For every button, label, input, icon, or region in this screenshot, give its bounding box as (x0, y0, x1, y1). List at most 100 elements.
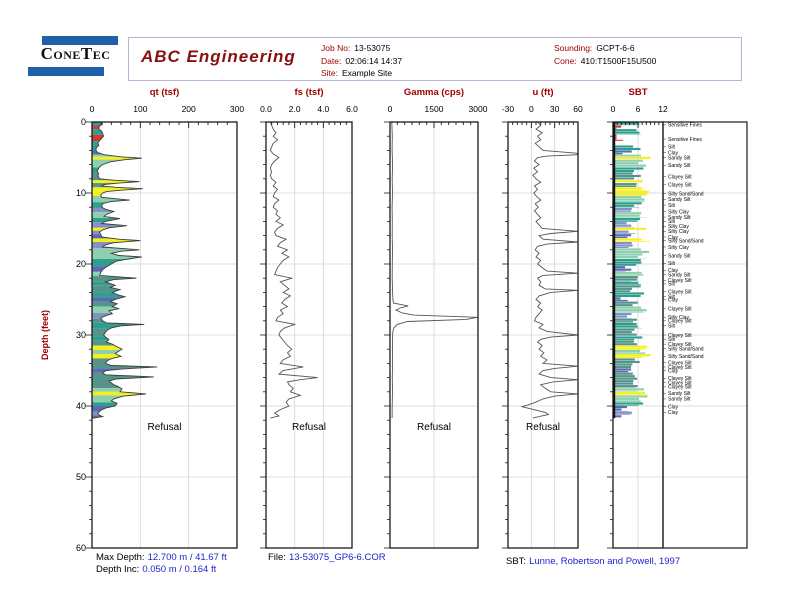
u-tick-label: -30 (502, 104, 515, 114)
sbt-bar (614, 190, 649, 193)
sbt-bar (614, 240, 650, 242)
sbt-class-label: Clay (668, 150, 679, 156)
fs-refusal-label: Refusal (292, 422, 326, 433)
sbt-bar (614, 391, 645, 394)
sbt-bar (614, 137, 617, 140)
depth-tick-label: 60 (76, 543, 86, 553)
sbt-class-label: Sandy Silt (668, 215, 691, 221)
sbt-bar (614, 164, 646, 167)
sbt-class-label: Clayey Silt (668, 307, 692, 313)
qt-fill-zone (92, 159, 158, 168)
sbt-bar (614, 372, 633, 375)
gamma-title: Gamma (cps) (404, 87, 464, 98)
panel-gamma: Gamma (cps) 0 1500 3000 Refusal (384, 87, 488, 549)
qt-fill-zone (92, 271, 158, 277)
footer-depth-block: Max Depth: 12.700 m / 41.67 ft Depth Inc:… (96, 552, 227, 576)
sbt-bar (614, 227, 647, 230)
sbt-bar (614, 198, 645, 201)
sbt-bar (614, 122, 639, 125)
sbt-bar (614, 185, 637, 187)
sbt-class-label: Clayey Silt (668, 376, 692, 382)
sbt-bar (614, 274, 644, 276)
sbt-class-label: Clayey Silt (668, 385, 692, 391)
sbt-bar (614, 125, 622, 128)
sbt-class-label: Silty Clay (668, 315, 689, 321)
sbt-bar (614, 281, 639, 284)
qt-fill-zone (92, 167, 158, 173)
sbt-bar (614, 414, 631, 415)
sbt-bar (614, 402, 644, 405)
sbt-bar (614, 233, 635, 234)
sbt-class-label: Silty Sand/Sand (668, 346, 704, 352)
fs-tick-label: 4.0 (317, 104, 329, 114)
sbt-bar (614, 236, 628, 239)
sbt-bar (614, 214, 640, 217)
file-row: File: 13-53075_GP6-6.COR (268, 552, 386, 563)
sbt-class-label: Silt (668, 261, 676, 267)
sbt-class-label: Silt (668, 337, 676, 343)
qt-fill-zone (92, 150, 158, 155)
sbt-bar (614, 202, 642, 205)
fs-tick-label: 2.0 (289, 104, 301, 114)
max-depth-row: Max Depth: 12.700 m / 41.67 ft (96, 552, 227, 563)
sbt-class-label: Sensitive Fines (668, 137, 702, 143)
qt-fill-zone (92, 388, 158, 392)
sbt-bar (614, 304, 633, 307)
footer-sbt-block: SBT: Lunne, Robertson and Powell, 1997 (506, 556, 680, 568)
sbt-class-label: Clayey Silt (668, 360, 692, 366)
u-tick-label: 30 (550, 104, 560, 114)
qt-fill-zone (92, 336, 158, 341)
gamma-tick-label: 3000 (469, 104, 488, 114)
sbt-class-label: Silt (668, 324, 676, 330)
sbt-bar (614, 264, 637, 266)
sbt-bar (614, 363, 633, 366)
qt-fill-zone (92, 187, 158, 191)
gamma-trace (391, 121, 478, 419)
qt-fill-zone (92, 349, 158, 355)
sbt-bar (614, 131, 640, 134)
sbt-bar (614, 312, 632, 316)
sbt-class-label: Silty Sand/Sand (668, 192, 704, 198)
sbt-bar (614, 172, 633, 175)
header-fields-left: Job No: 13-53075 Date: 02:06:14 14:37 Site… (321, 42, 402, 80)
sbt-class-label: Clayey Silt (668, 319, 692, 325)
header-fields-right: Sounding: GCPT-6-6 Cone: 410:T1500F15U500 (554, 42, 656, 67)
fs-tick-label: 6.0 (346, 104, 358, 114)
sbt-title: SBT (629, 87, 648, 98)
sbt-bar (614, 268, 632, 271)
sbt-class-label: Silty Clay (668, 209, 689, 215)
sbt-class-label: Sandy Silt (668, 155, 691, 161)
sbt-class-label: Silty Sand/Sand (668, 238, 704, 244)
sbt-bar (614, 174, 641, 178)
sbt-bar (614, 336, 643, 339)
sbt-class-label: Clayey Silt (668, 182, 692, 188)
qt-fill-zone (92, 234, 158, 239)
panel-fs: fs (tsf) 0.0 2.0 4.0 6.0 Refusal (260, 87, 358, 549)
sbt-bar (614, 150, 632, 153)
qt-fill-zone (92, 141, 158, 146)
sbt-class-label: Clay (668, 410, 679, 416)
sbt-bar (614, 365, 631, 369)
sbt-bar (614, 253, 643, 256)
sbt-bar (614, 159, 643, 162)
sbt-ref-row: SBT: Lunne, Robertson and Powell, 1997 (506, 556, 681, 567)
depth-tick-label: 50 (76, 472, 86, 482)
sbt-class-label: Sandy Silt (668, 272, 691, 278)
depth-tick-label: 40 (76, 401, 86, 411)
gamma-tick-label: 0 (388, 104, 393, 114)
sbt-bar (614, 248, 641, 251)
sbt-bar (614, 187, 643, 190)
sbt-bar (614, 321, 633, 323)
fs-tick-label: 0.0 (260, 104, 272, 114)
sbt-class-label: Sandy Silt (668, 397, 691, 403)
u-tick-label: 0 (529, 104, 534, 114)
sbt-bar (614, 207, 632, 211)
sbt-bar (614, 287, 633, 290)
sbt-class-label: Clayey Silt (668, 289, 692, 295)
job-no-row: Job No: 13-53075 (321, 43, 391, 53)
gamma-tick-label: 1500 (425, 104, 444, 114)
sbt-bar (614, 255, 638, 258)
